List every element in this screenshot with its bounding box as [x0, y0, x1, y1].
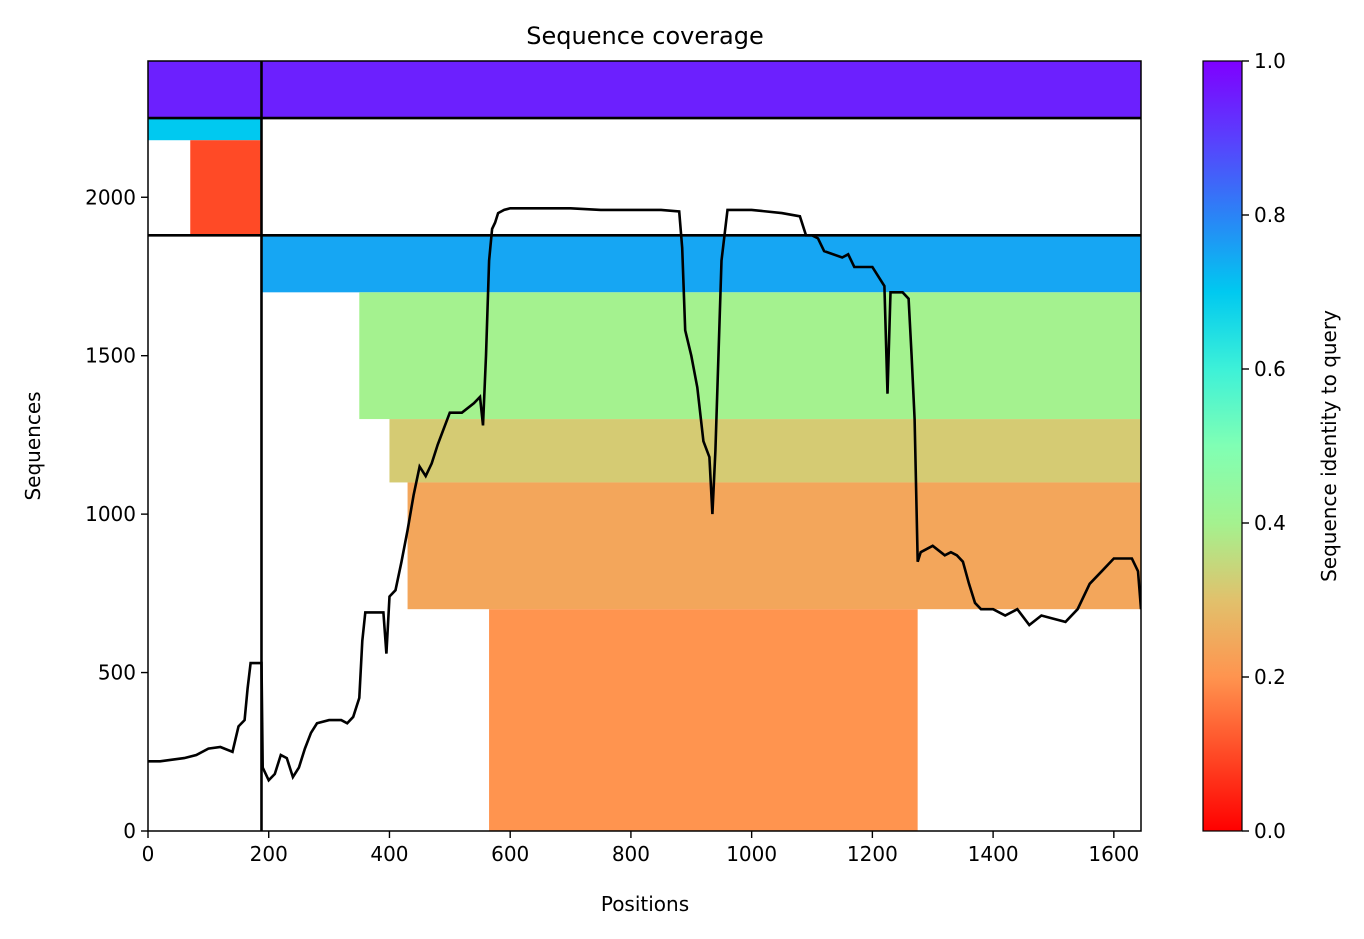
- colorbar-tick-label: 0.4: [1254, 511, 1286, 535]
- x-tick-label: 200: [250, 842, 288, 866]
- coverage-blocks: [148, 61, 1141, 831]
- y-tick-label: 0: [123, 819, 136, 843]
- y-tick-label: 1500: [85, 344, 136, 368]
- coverage-block: [261, 235, 1141, 293]
- x-tick-label: 0: [142, 842, 155, 866]
- plot-area: [147, 60, 1142, 832]
- y-tick-label: 500: [98, 661, 136, 685]
- x-axis-label: Positions: [601, 892, 689, 916]
- colorbar-tick-label: 0.8: [1254, 203, 1286, 227]
- coverage-block: [407, 482, 1141, 610]
- colorbar-tick-label: 1.0: [1254, 49, 1286, 73]
- colorbar-tick-label: 0.2: [1254, 665, 1286, 689]
- colorbar-label: Sequence identity to query: [1317, 310, 1341, 582]
- coverage-block: [359, 292, 1141, 420]
- coverage-block: [389, 419, 1141, 483]
- colorbar-tick-label: 0.0: [1254, 819, 1286, 843]
- x-tick-label: 600: [491, 842, 529, 866]
- x-axis: 0 200 400 600 800 1000 1200 1400 1600: [142, 831, 1139, 866]
- coverage-block: [489, 609, 918, 831]
- colorbar-ticks: 0.0 0.2 0.4 0.6 0.8 1.0: [1242, 49, 1286, 843]
- chart-title: Sequence coverage: [526, 22, 763, 50]
- coverage-block: [148, 61, 262, 119]
- y-tick-label: 2000: [85, 185, 136, 209]
- colorbar-gradient: [1202, 60, 1243, 832]
- x-tick-label: 800: [612, 842, 650, 866]
- y-axis: 0 500 1000 1500 2000: [85, 185, 148, 843]
- coverage-line: [148, 207, 1141, 783]
- coverage-block: [190, 140, 262, 236]
- x-tick-label: 400: [370, 842, 408, 866]
- coverage-block: [261, 61, 1141, 119]
- y-tick-label: 1000: [85, 502, 136, 526]
- colorbar-tick-label: 0.6: [1254, 357, 1286, 381]
- x-tick-label: 1000: [726, 842, 777, 866]
- coverage-block: [148, 118, 262, 141]
- x-tick-label: 1200: [847, 842, 898, 866]
- x-tick-label: 1400: [968, 842, 1019, 866]
- x-tick-label: 1600: [1088, 842, 1139, 866]
- colorbar: 0.0 0.2 0.4 0.6 0.8 1.0 Sequence identity to …: [1202, 49, 1341, 843]
- plot-frame: [147, 60, 1142, 832]
- y-axis-label: Sequences: [21, 391, 45, 500]
